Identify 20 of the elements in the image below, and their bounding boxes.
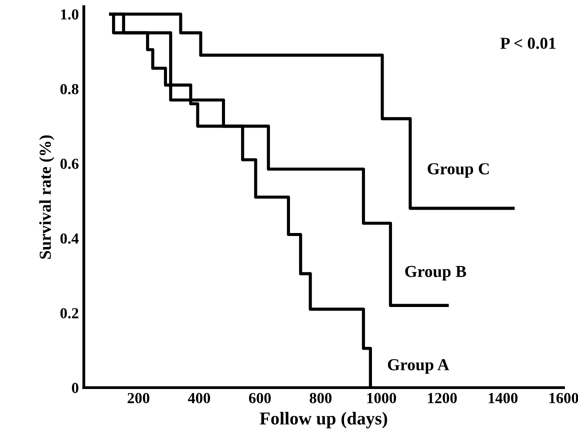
y-tick-label: 1.0 — [61, 9, 78, 20]
y-tick-label: 0.8 — [60, 84, 78, 94]
y-tick-label: 0 — [72, 382, 78, 394]
series-label: Group A — [388, 359, 450, 374]
x-tick-label: 800 — [310, 392, 332, 404]
series-label: Group B — [405, 266, 466, 280]
x-tick-label: 1200 — [428, 392, 457, 404]
y-tick-label: 0.6 — [60, 158, 78, 170]
x-tick-label: 200 — [128, 392, 150, 404]
x-tick-label: 600 — [248, 392, 271, 404]
x-axis-title: Follow up (days) — [260, 412, 388, 428]
x-tick-label: 400 — [188, 392, 210, 404]
x-tick-label: 1000 — [367, 392, 396, 404]
series-label: Group C — [428, 163, 489, 178]
annotation: P < 0.01 — [500, 38, 556, 49]
y-tick-label: 0.2 — [60, 308, 78, 318]
x-tick-label: 1600 — [549, 392, 578, 404]
x-tick-label: 1400 — [488, 392, 518, 404]
y-tick-label: 0.4 — [60, 233, 79, 244]
y-axis-title: Survival rate (%) — [39, 135, 54, 259]
